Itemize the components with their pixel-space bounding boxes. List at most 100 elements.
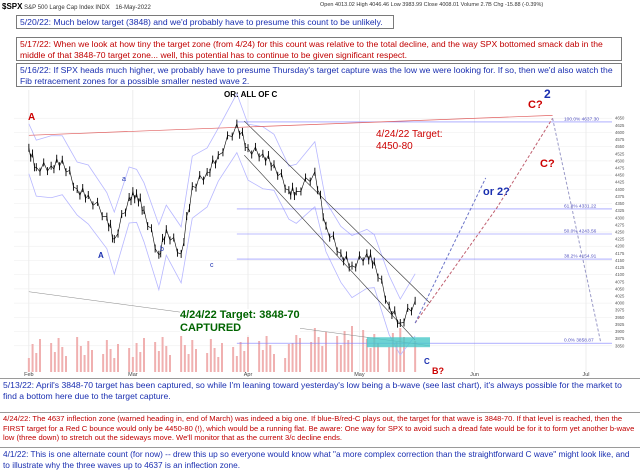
y-tick-label: 4650	[615, 116, 625, 121]
y-tick-label: 3875	[615, 336, 625, 341]
volume-bar	[399, 328, 402, 372]
volume-bar	[35, 353, 38, 372]
wave-c-question-mid: C?	[540, 158, 555, 170]
y-tick-label: 4575	[615, 137, 625, 142]
chart-header: $SPX S&P 500 Large Cap Index INDX 16-May…	[2, 2, 151, 11]
wave-a-blue-label: A	[98, 251, 104, 260]
volume-bar	[365, 339, 368, 372]
y-tick-label: 4125	[615, 265, 625, 270]
y-tick-label: 4525	[615, 151, 625, 156]
x-tick-label: Mar	[128, 372, 138, 378]
volume-bar	[239, 342, 242, 372]
volume-bar	[339, 345, 342, 372]
projection-path	[414, 177, 487, 324]
x-tick-label: Jun	[470, 372, 479, 378]
volume-bar	[362, 330, 365, 372]
volume-bar	[373, 334, 376, 372]
y-tick-label: 3925	[615, 322, 625, 327]
note-5-16-22: 5/16/22: If SPX heads much higher, we pr…	[16, 63, 622, 87]
note-4-1-22-text: 4/1/22: This is one alternate count (for…	[3, 449, 630, 470]
volume-bar	[247, 337, 249, 372]
volume-bar	[232, 347, 235, 372]
y-tick-label: 4375	[615, 194, 625, 199]
volume-bar	[299, 338, 301, 372]
volume-bar	[157, 351, 160, 372]
volume-bar	[243, 351, 246, 372]
projection-path	[552, 118, 602, 344]
volume-bar	[403, 337, 405, 372]
y-tick-label: 4200	[615, 244, 625, 249]
volume-bar	[113, 358, 116, 372]
wave-2-label: 2	[544, 87, 551, 101]
target-upper-label: 4/24/22 Target: 4450-80	[376, 129, 443, 152]
fib-label: 61.8% 4331.22	[564, 203, 597, 209]
volume-bar	[310, 342, 313, 372]
volume-bar	[195, 349, 197, 372]
y-tick-label: 4225	[615, 237, 625, 242]
volume-bar	[50, 343, 53, 372]
target-lower-label: 4/24/22 Target: 3848-70 CAPTURED	[180, 309, 300, 335]
wave-a-small-label: a	[122, 176, 126, 183]
volume-bar	[57, 338, 60, 372]
or-all-of-c-label: OR: ALL OF C	[224, 90, 278, 99]
price-series	[28, 119, 416, 328]
volume-bars	[27, 326, 417, 372]
or-2-label: or 2?	[483, 186, 510, 198]
volume-bar	[391, 333, 394, 372]
y-tick-label: 3900	[615, 329, 625, 334]
fib-label: 0.0% 3858.87	[564, 338, 594, 344]
y-tick-label: 4400	[615, 187, 625, 192]
volume-bar	[31, 344, 34, 372]
volume-bar	[291, 343, 294, 372]
note-4-1-22: 4/1/22: This is one alternate count (for…	[0, 447, 640, 473]
wave-c-blue-label: C	[424, 357, 430, 366]
channel-lower	[244, 154, 416, 341]
y-tick-label: 4450	[615, 173, 625, 178]
volume-bar	[284, 358, 287, 372]
volume-bar	[76, 337, 79, 372]
note-5-13-22-text: 5/13/22: April's 3848-70 target has been…	[3, 380, 622, 401]
wave-b-question-label: B?	[432, 366, 444, 376]
x-tick-label: Apr	[244, 372, 253, 378]
y-tick-label: 4175	[615, 251, 625, 256]
volume-bar	[65, 356, 67, 372]
volume-bar	[61, 347, 64, 372]
y-tick-label: 4475	[615, 166, 625, 171]
symbol-description: S&P 500 Large Cap Index INDX	[24, 5, 110, 11]
lower-band	[28, 151, 416, 356]
y-tick-label: 4250	[615, 230, 625, 235]
x-tick-label: May	[354, 372, 365, 378]
volume-bar	[131, 357, 134, 372]
fib-retracement: 100.0% 4637.30 61.8% 4331.22 50.0% 4243.56…	[236, 116, 612, 344]
wave-c-small-label: c	[210, 262, 214, 269]
fib-label: 50.0% 4243.56	[564, 228, 597, 234]
volume-bar	[313, 328, 316, 372]
target-zone-box	[366, 337, 430, 348]
volume-bar	[347, 340, 350, 372]
channel-upper	[244, 120, 431, 304]
volume-bar	[39, 339, 41, 372]
volume-bar	[388, 347, 391, 372]
volume-bar	[206, 353, 209, 372]
wave-c-question-top: C?	[528, 99, 543, 111]
y-tick-label: 4500	[615, 158, 625, 163]
y-tick-label: 4000	[615, 301, 625, 306]
volume-bar	[265, 336, 268, 372]
volume-bar	[321, 346, 324, 372]
chart-date: 16-May-2022	[115, 5, 151, 11]
volume-bar	[128, 348, 131, 372]
y-tick-label: 4075	[615, 279, 625, 284]
volume-bar	[209, 339, 212, 372]
volume-bar	[187, 354, 190, 372]
note-4-24-22-text: 4/24/22: The 4637 inflection zone (warne…	[3, 414, 635, 443]
volume-bar	[261, 350, 264, 372]
volume-bar	[258, 341, 261, 372]
volume-bar	[273, 354, 275, 372]
y-tick-label: 4050	[615, 286, 625, 291]
note-5-20-22: 5/20/22: Much below target (3848) and we…	[16, 15, 394, 29]
volume-bar	[235, 356, 238, 372]
volume-bar	[191, 340, 194, 372]
volume-bar	[109, 349, 112, 372]
volume-bar	[351, 326, 353, 372]
